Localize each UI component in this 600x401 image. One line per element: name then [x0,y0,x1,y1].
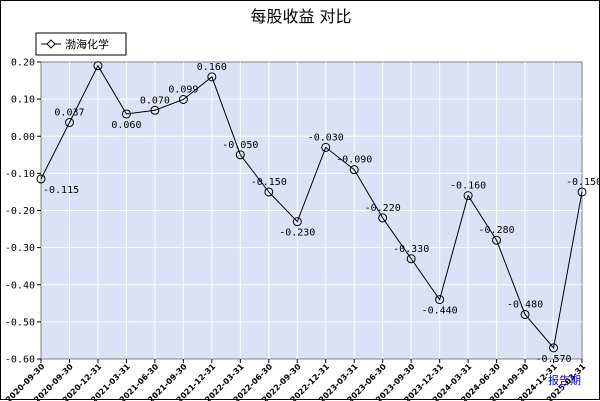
data-label-7: -0.050 [222,140,258,151]
data-point-9 [292,217,302,227]
data-point-5 [178,94,188,104]
data-point-12 [378,213,388,223]
data-label-13: -0.330 [393,244,429,255]
data-point-7 [235,150,245,160]
data-label-0: -0.115 [43,185,79,196]
data-label-9: -0.230 [279,228,315,239]
data-label-15: -0.160 [450,181,486,192]
data-label-17: -0.480 [507,299,543,310]
data-point-8 [264,187,274,197]
data-point-17 [520,309,530,319]
data-point-18 [549,343,559,353]
y-axis-ticks: 0.20 0.10 0.00 -0.10 -0.20 -0.30 -0.40 -0.50 -0.… [5,58,41,366]
data-point-4 [150,105,160,115]
y-tick-label-1: 0.10 [11,95,35,106]
x-axis-ticks: 2020-09-302020-09-302020-12-312021-03-31… [4,359,588,401]
data-label-4: 0.070 [140,95,170,106]
data-point-10 [321,142,331,152]
data-label-12: -0.220 [365,203,401,214]
report-period-label: 报告期 [548,373,581,387]
legend: 渤海化学 [35,32,127,56]
y-tick-label-6: -0.40 [5,280,35,291]
y-tick-label-2: 0.00 [11,132,35,143]
legend-box [35,32,127,56]
y-tick-label-7: -0.50 [5,317,35,328]
y-tick-label-0: 0.20 [11,58,35,69]
data-point-14 [435,295,445,305]
chart-title: 每股收益 对比 [250,7,351,26]
data-label-11: -0.090 [336,155,372,166]
horizontal-gridlines [41,98,582,323]
data-point-11 [349,165,359,175]
data-point-2 [93,61,103,71]
data-point-16 [492,235,502,245]
data-label-16: -0.280 [479,225,515,236]
data-label-10: -0.030 [308,132,344,143]
data-point-0 [36,174,46,184]
data-label-1: 0.037 [54,108,84,119]
data-label-3: 0.060 [111,120,141,131]
legend-entry-bohai-chemical: 渤海化学 [65,37,109,51]
data-label-19: -0.150 [566,177,600,188]
series-line [40,64,583,349]
series-bohai-chemical [36,61,587,353]
data-point-1 [64,118,74,128]
data-point-15 [463,191,473,201]
y-tick-label-8: -0.60 [5,355,35,366]
data-label-14: -0.440 [422,306,458,317]
y-tick-label-3: -0.10 [5,169,35,180]
data-point-13 [406,254,416,264]
data-point-3 [121,109,131,119]
y-tick-label-5: -0.30 [5,243,35,254]
data-label-6: 0.160 [197,62,227,73]
data-label-8: -0.150 [251,177,287,188]
legend-diamond-icon [46,39,56,49]
data-label-5: 0.099 [168,84,198,95]
data-point-19 [577,187,587,197]
data-label-18: -0.570 [535,354,571,365]
data-point-6 [207,72,217,82]
y-tick-label-4: -0.20 [5,206,35,217]
